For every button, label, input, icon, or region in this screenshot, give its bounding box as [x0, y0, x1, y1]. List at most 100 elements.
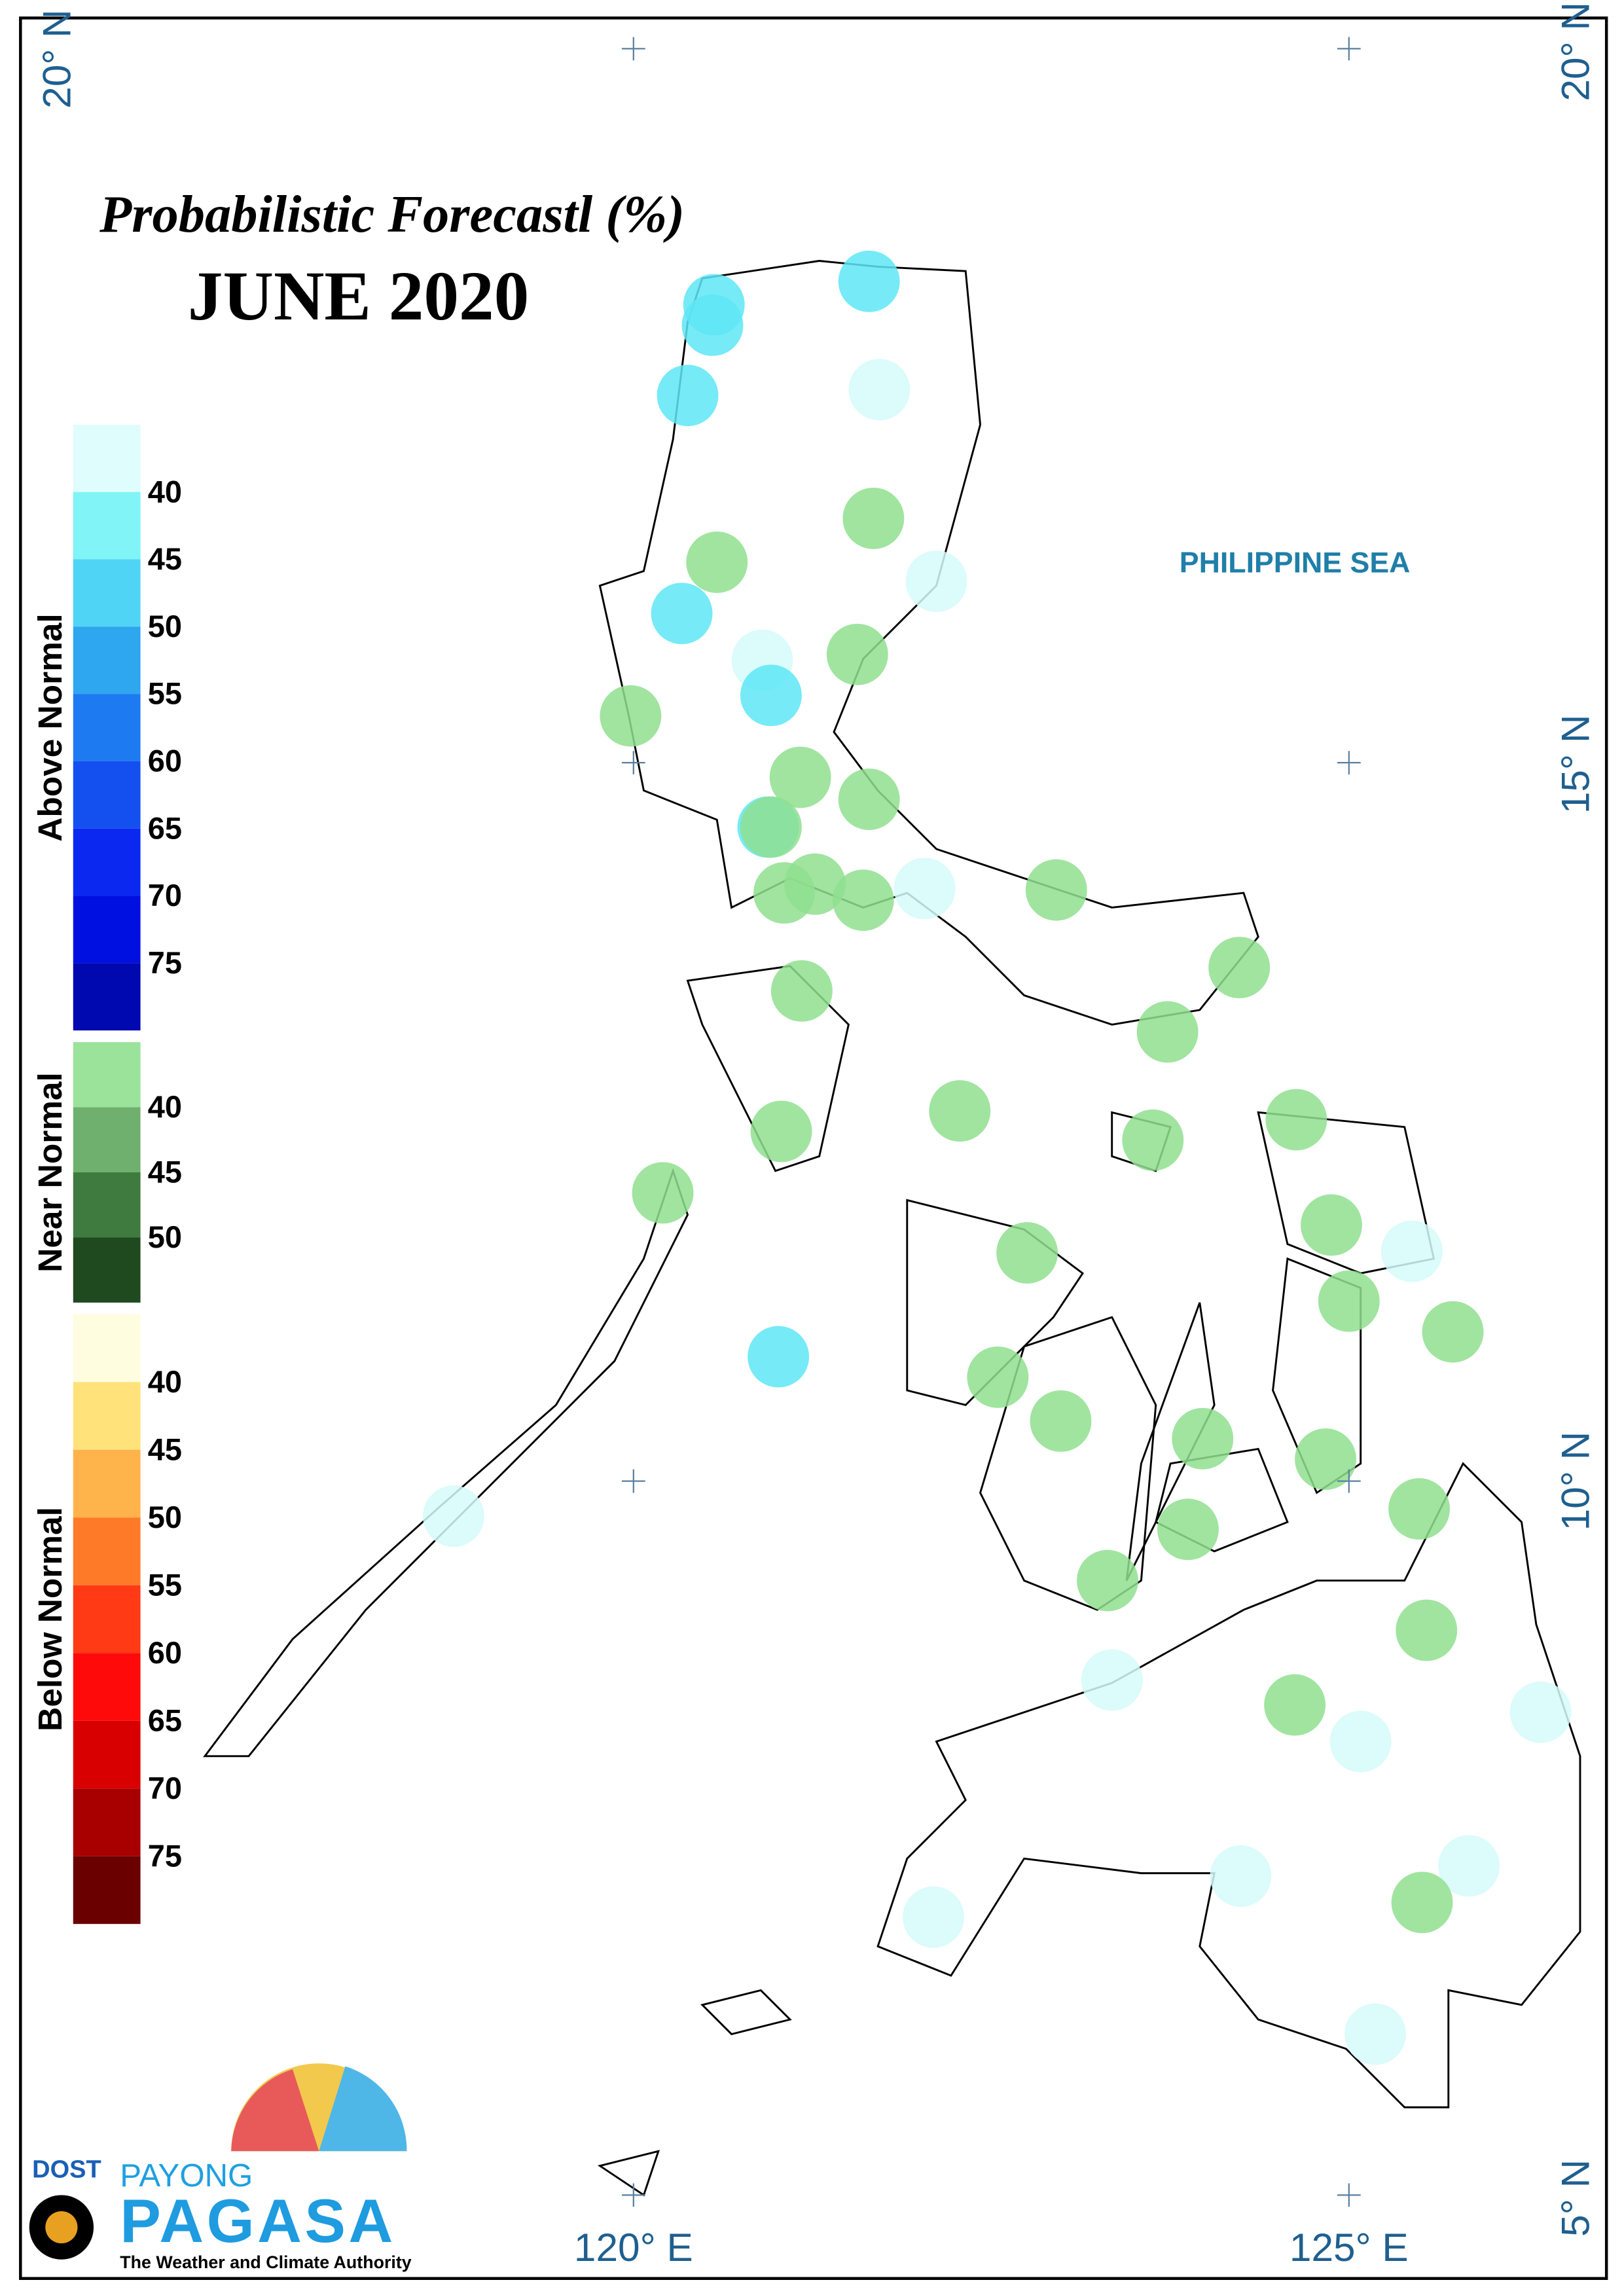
lat-label: 5° N	[1553, 2159, 1597, 2237]
legend-swatch	[73, 1856, 141, 1925]
map-frame	[19, 16, 1608, 2280]
station-dot	[1157, 1498, 1219, 1561]
station-dot	[1025, 859, 1087, 921]
legend-tick-label: 50	[148, 609, 182, 643]
station-dot	[1081, 1649, 1143, 1711]
mindanao	[876, 1462, 1581, 2108]
map-subtitle: JUNE 2020	[188, 257, 529, 335]
station-dot	[1301, 1194, 1362, 1256]
bohol	[1155, 1447, 1289, 1553]
lat-label: 10° N	[1553, 1432, 1597, 1531]
station-dot	[769, 746, 831, 808]
station-dot	[832, 869, 894, 931]
legend-swatch	[73, 1107, 141, 1172]
legend-swatch	[73, 1449, 141, 1518]
logo-agency: DOST	[32, 2156, 101, 2184]
legend-swatch	[73, 895, 141, 964]
legend-swatch	[73, 1720, 141, 1789]
lat-label: 20° N	[1553, 2, 1597, 101]
station-dot	[784, 853, 846, 915]
station-dot	[893, 858, 956, 920]
legend-swatch	[73, 559, 141, 627]
station-dot	[1509, 1681, 1572, 1743]
legend-swatch	[73, 1382, 141, 1450]
legend-tick-label: 45	[148, 1155, 182, 1189]
legend-tick-label: 40	[148, 1090, 182, 1124]
station-dot	[681, 294, 744, 356]
lon-label: 125° E	[1290, 2225, 1409, 2269]
legend-tick-label: 40	[148, 1365, 182, 1399]
station-dot	[1122, 1109, 1184, 1171]
legend-tick-label: 60	[148, 1636, 182, 1670]
legend-tick-label: 55	[148, 1568, 182, 1602]
logo-tagline: The Weather and Climate Authority	[120, 2252, 412, 2272]
legend-tick-label: 50	[148, 1220, 182, 1254]
station-dot	[1172, 1407, 1234, 1470]
legend-tick-label: 40	[148, 475, 182, 509]
station-dot	[748, 1326, 810, 1388]
station-dot	[929, 1080, 991, 1142]
station-dot	[1380, 1220, 1443, 1282]
station-dot	[1388, 1478, 1451, 1540]
station-dot	[848, 359, 911, 421]
legend-tick-label: 60	[148, 744, 182, 778]
legend-swatch	[73, 1788, 141, 1856]
legend-swatch	[73, 761, 141, 829]
logo-name: PAGASA	[120, 2186, 395, 2255]
map-title: Probabilistic Forecastl (%)	[99, 185, 685, 244]
station-dot	[1030, 1390, 1092, 1452]
station-dot	[838, 768, 900, 830]
lon-label: 120° E	[574, 2225, 693, 2269]
station-dot	[422, 1485, 484, 1547]
logo-umbrella	[319, 2066, 407, 2152]
logo-name-top: PAYONG	[120, 2158, 253, 2194]
station-dot	[770, 960, 833, 1022]
station-dot	[1396, 1599, 1458, 1661]
logo-seal	[45, 2211, 78, 2244]
station-dot	[826, 623, 888, 685]
forecast-dots	[422, 250, 1572, 2065]
legend-swatch	[73, 1237, 141, 1303]
station-dot	[1210, 1845, 1272, 1907]
station-dot	[1208, 937, 1271, 999]
legend: 40 45 50 55 60 65 70 75 Above Normal 40 45 50 Near N…	[31, 424, 182, 1925]
logo: DOST PAYONG PAGASA The Weather and Clima…	[29, 2063, 412, 2272]
station-dot	[1391, 1871, 1453, 1934]
station-dot	[1329, 1710, 1392, 1773]
logo-umbrella	[231, 2069, 319, 2152]
legend-swatch	[73, 1653, 141, 1721]
legend-swatch	[73, 1172, 141, 1238]
station-dot	[996, 1221, 1058, 1284]
legend-swatch	[73, 1517, 141, 1585]
legend-tick-label: 65	[148, 1703, 182, 1737]
station-dot	[1265, 1089, 1327, 1151]
station-dot	[651, 583, 713, 645]
legend-tick-label: 75	[148, 946, 182, 980]
legend-swatch	[73, 694, 141, 761]
legend-tick-label: 50	[148, 1500, 182, 1534]
legend-tick-label: 75	[148, 1839, 182, 1873]
legend-swatch	[73, 626, 141, 695]
lat-label: 20° N	[34, 9, 79, 109]
station-dot	[657, 365, 719, 427]
station-dot	[842, 487, 905, 549]
station-dot	[1318, 1270, 1380, 1332]
station-dot	[967, 1346, 1029, 1408]
station-dot	[1344, 2003, 1406, 2065]
graticule	[621, 37, 1361, 2207]
station-dot	[1077, 1549, 1138, 1612]
station-dot	[750, 1100, 812, 1163]
station-dot	[740, 664, 802, 727]
station-dot	[1438, 1835, 1500, 1897]
legend-tick-label: 70	[148, 878, 182, 913]
legend-tick-label: 70	[148, 1771, 182, 1805]
legend-tick-label: 45	[148, 542, 182, 576]
sea-label: PHILIPPINE SEA	[1180, 547, 1411, 579]
station-dot	[905, 551, 967, 612]
legend-group-label: Near Normal	[31, 1072, 69, 1273]
legend-group-label: Above Normal	[31, 613, 69, 841]
legend-swatch	[73, 1585, 141, 1653]
station-dot	[632, 1162, 694, 1224]
station-dot	[1295, 1428, 1356, 1491]
